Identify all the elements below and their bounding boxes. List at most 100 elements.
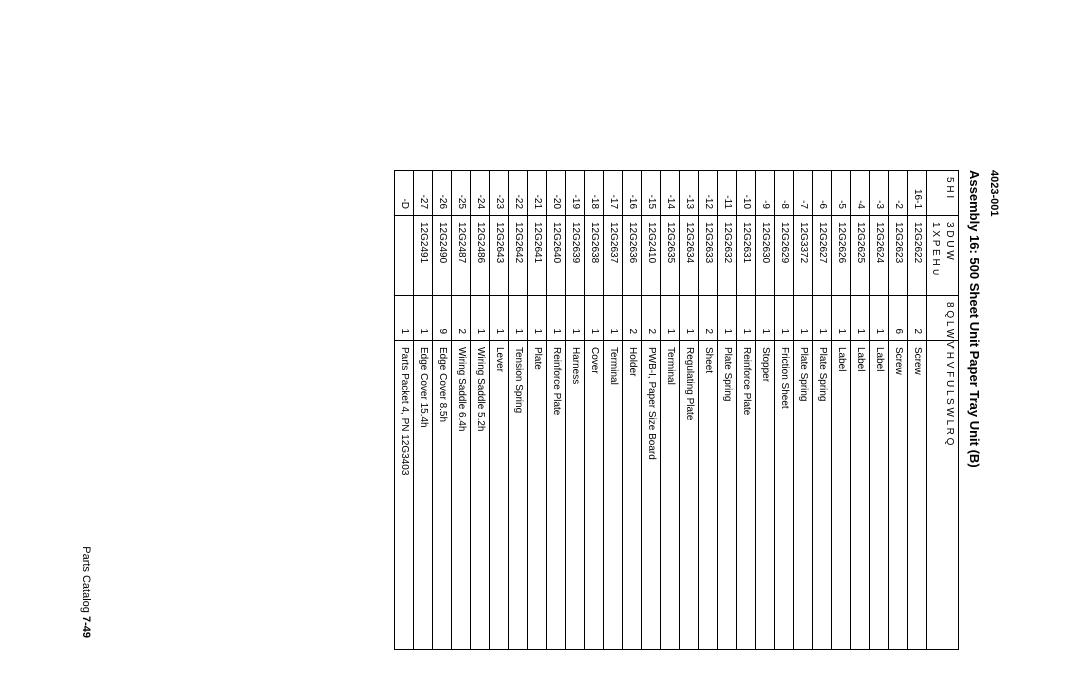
- cell-part: 12G2487: [452, 216, 471, 296]
- cell-ref: -12: [699, 171, 718, 216]
- cell-part: 12G3372: [794, 216, 813, 296]
- table-row: -2512G24872Wiring Saddle 6.4h: [452, 171, 471, 650]
- footer-label: Parts Catalog: [80, 546, 92, 613]
- col-desc: ' H V F U L S W L R Q: [927, 341, 959, 650]
- cell-part: 12G2629: [775, 216, 794, 296]
- table-row: -1312G26341Regulating Plate: [680, 171, 699, 650]
- cell-qty: 1: [870, 296, 889, 341]
- content-block: 4023-001 Assembly 16: 500 Sheet Unit Pap…: [394, 170, 1000, 650]
- cell-desc: Parts Packet 4, PN 12G3403: [395, 341, 414, 650]
- cell-qty: 9: [433, 296, 452, 341]
- cell-part: 12G2639: [566, 216, 585, 296]
- cell-desc: Sheet: [699, 341, 718, 650]
- cell-qty: 1: [547, 296, 566, 341]
- cell-desc: Edge Cover 15.4h: [414, 341, 433, 650]
- table-row: -512G26261Label: [832, 171, 851, 650]
- cell-ref: -8: [775, 171, 794, 216]
- cell-desc: Label: [870, 341, 889, 650]
- table-row: -312G26241Label: [870, 171, 889, 650]
- cell-desc: Cover: [585, 341, 604, 650]
- cell-ref: -27: [414, 171, 433, 216]
- cell-qty: 1: [566, 296, 585, 341]
- cell-ref: -5: [832, 171, 851, 216]
- page-rotated: 4023-001 Assembly 16: 500 Sheet Unit Pap…: [0, 0, 1080, 698]
- cell-qty: 1: [661, 296, 680, 341]
- cell-part: 12G2636: [623, 216, 642, 296]
- cell-ref: -19: [566, 171, 585, 216]
- cell-desc: Holder: [623, 341, 642, 650]
- table-row: -1812G26381Cover: [585, 171, 604, 650]
- cell-part: 12G2486: [471, 216, 490, 296]
- cell-qty: 1: [509, 296, 528, 341]
- cell-qty: 1: [414, 296, 433, 341]
- table-row: 16-112G26222Screw: [908, 171, 927, 650]
- table-row: -2312G26431Lever: [490, 171, 509, 650]
- table-row: -912G26301Stopper: [756, 171, 775, 650]
- cell-qty: 1: [490, 296, 509, 341]
- cell-ref: -D: [395, 171, 414, 216]
- cell-desc: Label: [832, 341, 851, 650]
- cell-qty: 1: [528, 296, 547, 341]
- table-row: -1212G26332Sheet: [699, 171, 718, 650]
- cell-desc: Regulating Plate: [680, 341, 699, 650]
- footer-page: 7-49: [80, 616, 92, 638]
- cell-part: 12G2490: [433, 216, 452, 296]
- cell-qty: 1: [813, 296, 832, 341]
- table-row: -1012G26311Reinforce Plate: [737, 171, 756, 650]
- cell-part: 12G2625: [851, 216, 870, 296]
- cell-desc: Friction Sheet: [775, 341, 794, 650]
- col-ref: 5 H I: [927, 171, 959, 216]
- cell-part: 12G2641: [528, 216, 547, 296]
- cell-part: [395, 216, 414, 296]
- cell-qty: 1: [585, 296, 604, 341]
- cell-part: 12G2631: [737, 216, 756, 296]
- cell-ref: -7: [794, 171, 813, 216]
- cell-desc: Terminal: [604, 341, 623, 650]
- cell-ref: -15: [642, 171, 661, 216]
- cell-qty: 1: [756, 296, 775, 341]
- cell-qty: 1: [794, 296, 813, 341]
- cell-qty: 1: [832, 296, 851, 341]
- cell-ref: -17: [604, 171, 623, 216]
- cell-ref: -13: [680, 171, 699, 216]
- cell-ref: -20: [547, 171, 566, 216]
- assembly-title: Assembly 16: 500 Sheet Unit Paper Tray U…: [967, 170, 982, 650]
- table-row: -612G26271Plate Spring: [813, 171, 832, 650]
- page-footer: Parts Catalog 7-49: [80, 546, 92, 638]
- table-row: -412G26251Label: [851, 171, 870, 650]
- table-row: -1912G26391Harness: [566, 171, 585, 650]
- cell-part: 12G2637: [604, 216, 623, 296]
- cell-desc: Lever: [490, 341, 509, 650]
- cell-ref: -16: [623, 171, 642, 216]
- table-row: -2112G26411Plate: [528, 171, 547, 650]
- cell-desc: Reinforce Plate: [547, 341, 566, 650]
- cell-ref: 16-1: [908, 171, 927, 216]
- cell-qty: 2: [908, 296, 927, 341]
- cell-ref: -18: [585, 171, 604, 216]
- cell-qty: 2: [699, 296, 718, 341]
- cell-part: 12G2633: [699, 216, 718, 296]
- cell-desc: Plate Spring: [813, 341, 832, 650]
- cell-ref: -14: [661, 171, 680, 216]
- cell-ref: -24: [471, 171, 490, 216]
- cell-ref: -10: [737, 171, 756, 216]
- cell-desc: PWB-I, Paper Size Board: [642, 341, 661, 650]
- table-header: 5 H I 3 D U W1 X P E H ∪ 8 Q L W V ' H V…: [927, 171, 959, 650]
- cell-desc: Tension Spring: [509, 341, 528, 650]
- cell-qty: 1: [718, 296, 737, 341]
- cell-ref: -22: [509, 171, 528, 216]
- table-row: -2012G26401Reinforce Plate: [547, 171, 566, 650]
- table-row: -812G26291Friction Sheet: [775, 171, 794, 650]
- cell-desc: Harness: [566, 341, 585, 650]
- cell-qty: 1: [395, 296, 414, 341]
- cell-part: 12G2626: [832, 216, 851, 296]
- cell-desc: Stopper: [756, 341, 775, 650]
- col-part: 3 D U W1 X P E H ∪: [927, 216, 959, 296]
- cell-ref: -9: [756, 171, 775, 216]
- table-row: -712G33721Plate Spring: [794, 171, 813, 650]
- table-row: -1712G26371Terminal: [604, 171, 623, 650]
- cell-ref: -11: [718, 171, 737, 216]
- cell-desc: Terminal: [661, 341, 680, 650]
- cell-desc: Plate: [528, 341, 547, 650]
- cell-ref: -21: [528, 171, 547, 216]
